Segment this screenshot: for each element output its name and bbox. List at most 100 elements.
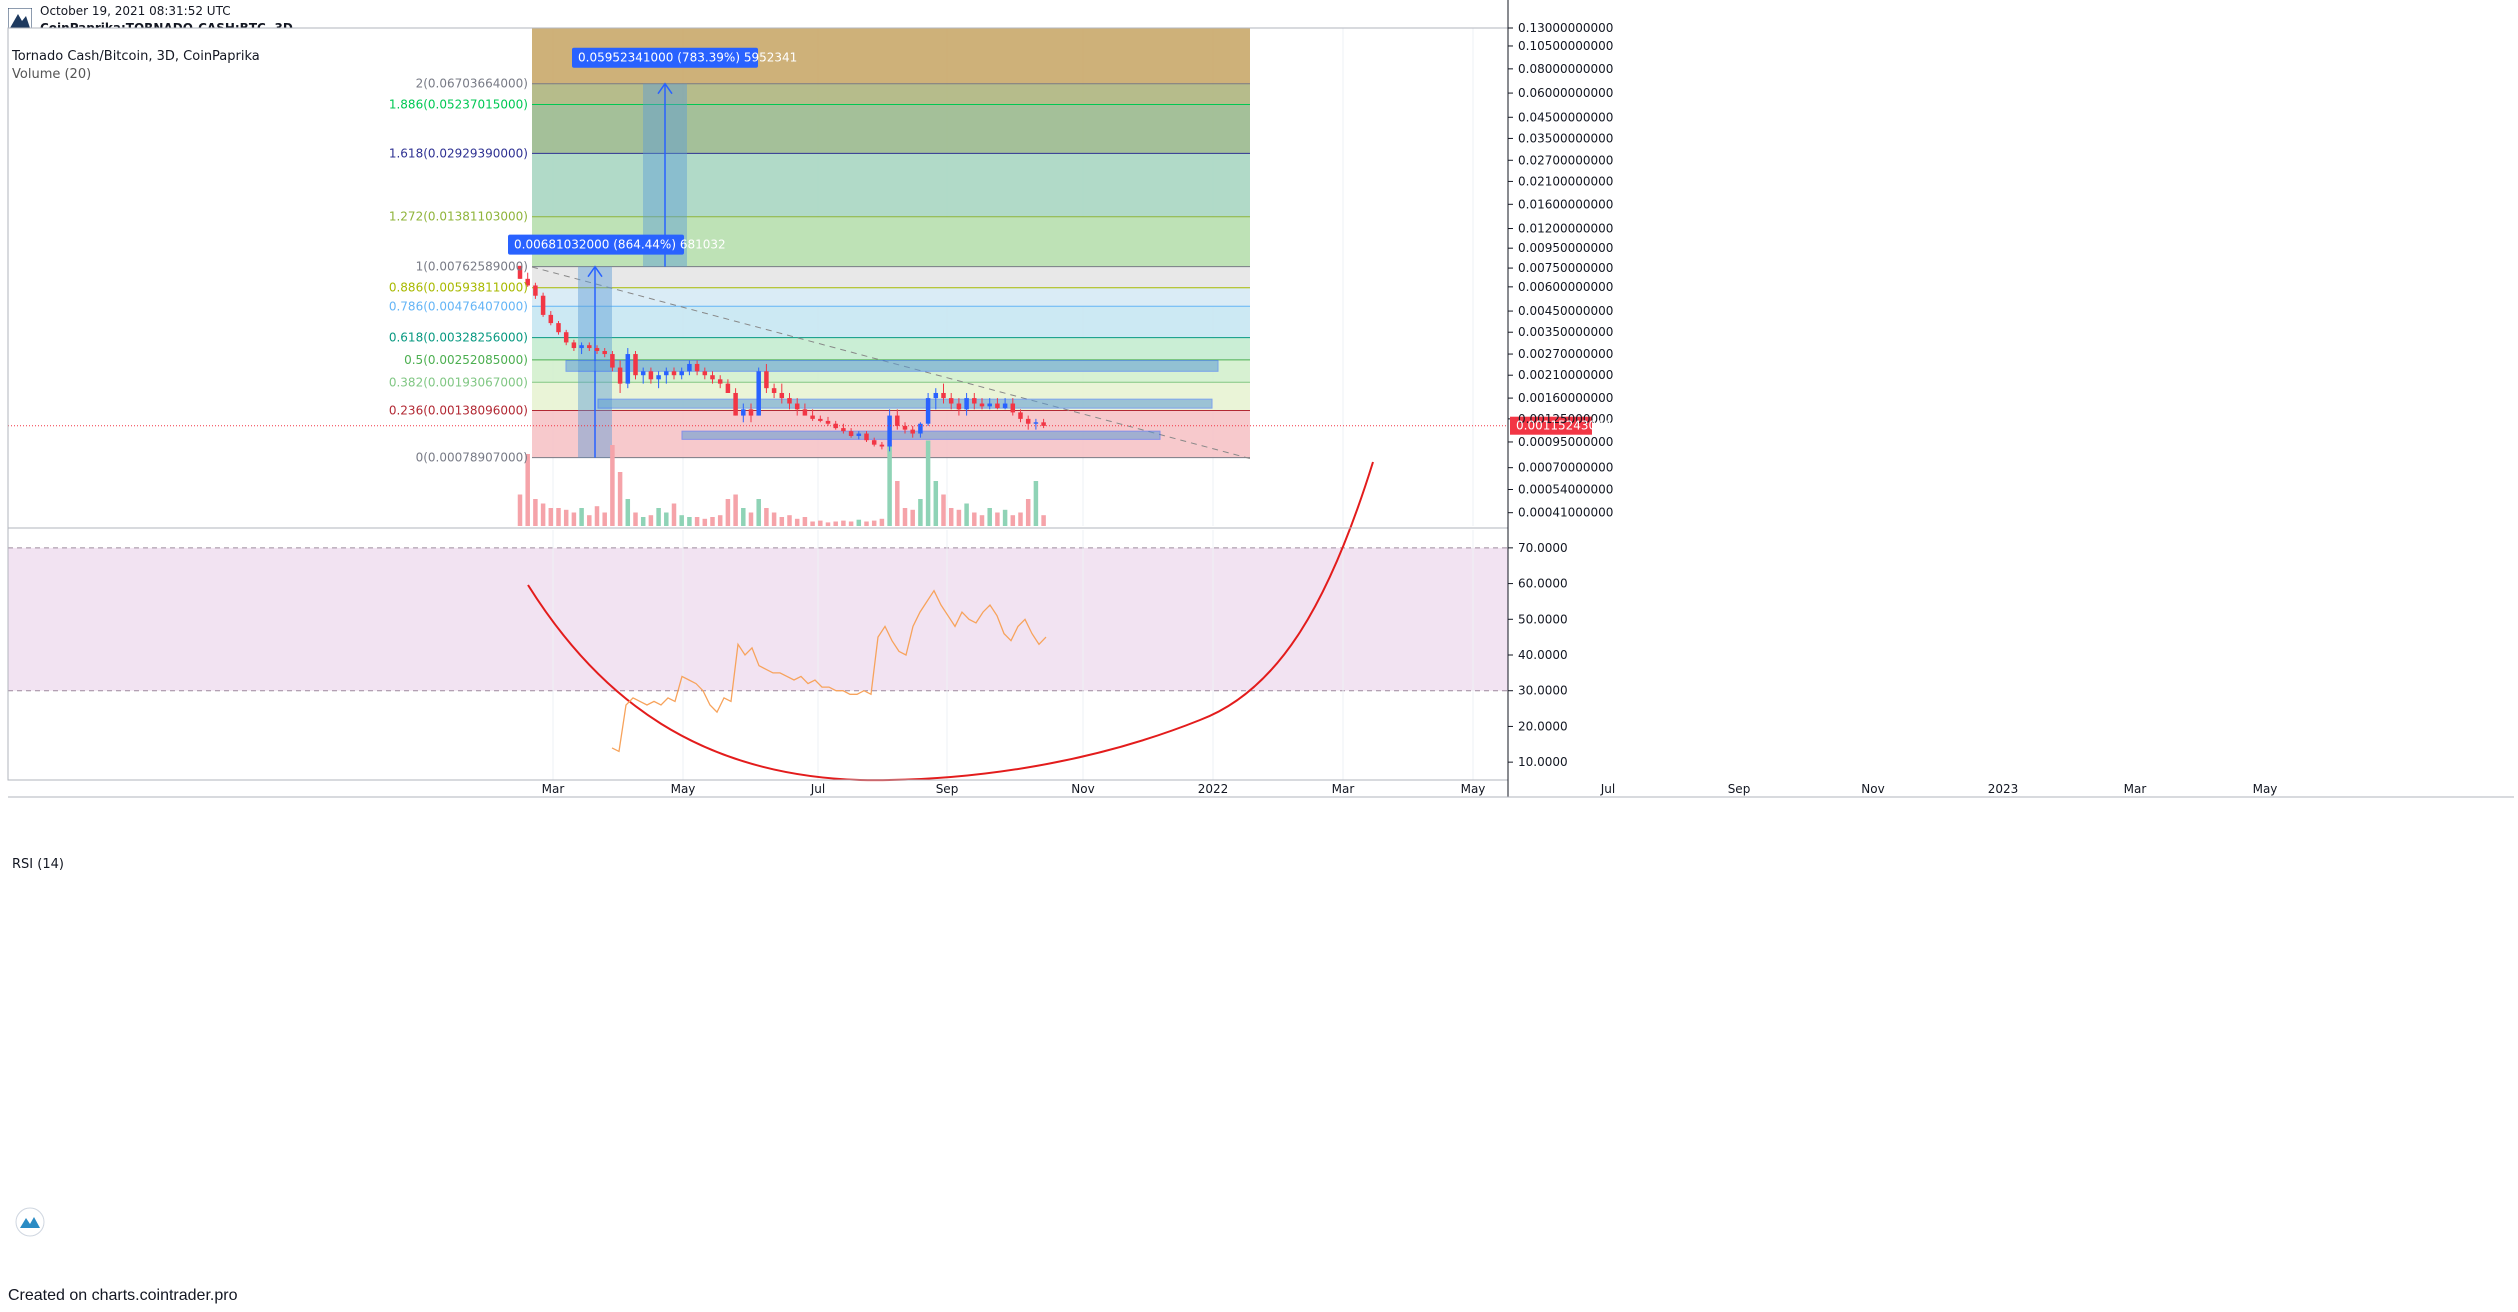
candle-body [848,431,854,436]
volume-bar [741,508,746,526]
rsi-tick-label: 40.0000 [1518,648,1568,662]
volume-bar [794,518,800,526]
measure-label-2: 0.05952341000 (783.39%) 5952341 [578,51,797,65]
candle-body [933,392,939,399]
volume-bar [656,508,661,526]
header-timestamp: October 19, 2021 08:31:52 UTC [40,4,231,18]
fib-level-label: 0.5(0.00252085000) [404,353,528,367]
candle-body [1002,403,1008,409]
candle-body [756,371,761,416]
candle-body [895,415,900,426]
y-tick-label: 0.01600000000 [1518,197,1613,211]
volume-bar [540,503,546,526]
candle-body [794,403,800,410]
y-tick-label: 0.00950000000 [1518,241,1613,255]
candle-body [602,350,607,355]
volume-bar [995,512,1000,526]
candle-body [694,363,700,372]
measure-label-1: 0.00681032000 (864.44%) 681032 [514,238,726,252]
rsi-tick-label: 30.0000 [1518,684,1568,698]
range-box [597,398,1213,409]
measure-label-bg-2 [572,47,758,68]
volume-bar [671,503,677,526]
fib-level-label: 0.786(0.00476407000) [389,299,528,313]
x-tick-label: Jul [810,782,825,796]
rsi-band [8,547,1508,691]
candle-body [548,314,554,324]
candle-body [625,354,631,384]
rsi-tick-label: 60.0000 [1518,577,1568,591]
candle-body [571,342,577,349]
volume-bar [610,445,615,526]
candle-body [887,415,892,447]
x-tick-label: May [1461,782,1486,796]
volume-bar [972,512,977,526]
candle-body [610,354,615,368]
fib-level-label: 1.618(0.02929390000) [389,146,528,160]
volume-title: Volume (20) [12,67,91,82]
volume-bar [1041,515,1046,526]
candle-body [787,398,792,404]
volume-bar [733,494,738,526]
volume-bar [1025,499,1031,526]
x-tick-label: Jul [1600,782,1615,796]
rsi-tick-label: 50.0000 [1518,612,1568,626]
candle-body [517,265,523,279]
volume-bar [848,521,854,526]
y-tick-label: 0.08000000000 [1518,62,1613,76]
cup-curve [527,461,1374,782]
fib-zone [532,337,1250,360]
candle-body [864,433,869,441]
candle-body [910,429,915,434]
y-tick-label: 0.00125000000 [1518,412,1613,426]
candle-body [633,354,638,376]
candle-body [902,425,908,430]
volume-bar [579,508,584,526]
x-tick-label: Nov [1071,782,1094,796]
fib-level-label: 0.886(0.00593811000) [389,281,528,295]
volume-bar [548,508,554,526]
volume-bar [625,499,631,526]
candle-body [702,371,708,376]
x-tick-label: Mar [1332,782,1355,796]
volume-bar [833,521,838,526]
volume-bar [871,520,877,526]
fib-zone [532,153,1250,217]
rsi-line [611,589,1047,753]
rsi-tick-label: 70.0000 [1518,541,1568,555]
fib-zone [532,287,1250,307]
volume-bar [825,522,831,526]
candle-body [979,403,985,407]
volume-bar [771,512,777,526]
volume-bar [956,509,962,526]
volume-bar [841,520,846,526]
y-tick-label: 0.13000000000 [1518,21,1613,35]
y-tick-label: 0.00095000000 [1518,435,1613,449]
candle-body [1025,418,1031,424]
candle-body [764,371,769,389]
volume-bar [679,515,684,526]
candle-body [918,423,923,434]
rsi-tick-label: 20.0000 [1518,719,1568,733]
rsi-pane-title: RSI (14) [12,857,64,872]
volume-bar [633,512,638,526]
y-tick-label: 0.00160000000 [1518,391,1613,405]
candle-body [656,375,661,380]
candle-body [733,392,738,416]
candle-body [617,367,623,384]
candle-body [717,379,723,384]
candle-body [879,444,885,447]
volume-bar [887,445,892,526]
volume-bar [1002,509,1008,526]
volume-bar [856,519,862,526]
volume-bar [1010,515,1016,526]
volume-bar [941,494,946,526]
volume-bar [810,521,815,526]
fib-level-label: 2(0.06703664000) [416,77,528,91]
candle-body [640,371,646,376]
candle-body [587,345,592,349]
volume-bar [1033,481,1039,526]
y-tick-label: 0.02100000000 [1518,174,1613,188]
y-tick-label: 0.00041000000 [1518,506,1613,520]
